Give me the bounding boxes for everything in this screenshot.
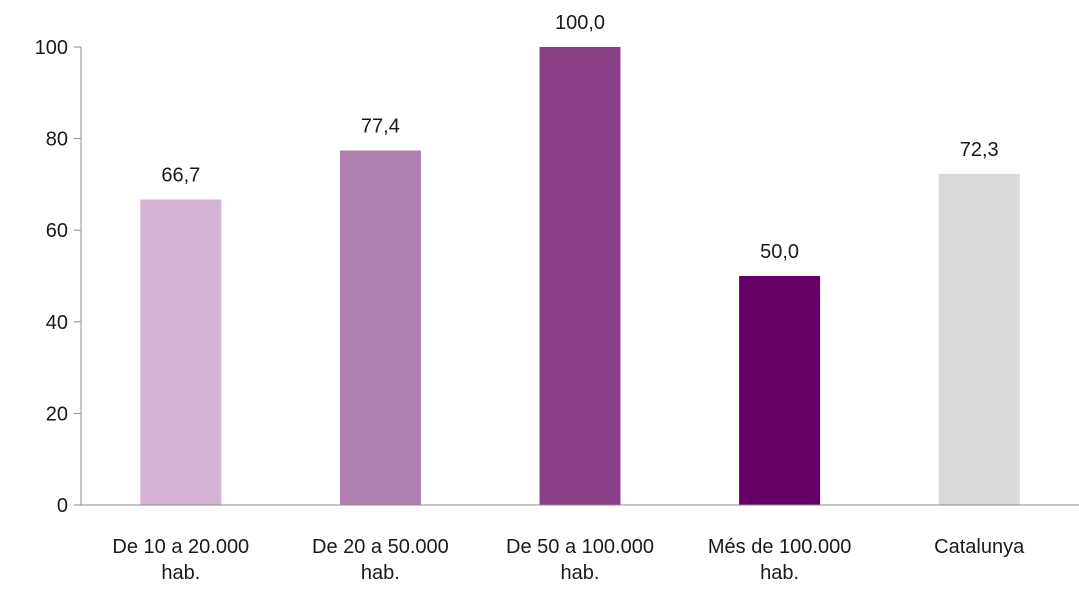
x-tick-label-line: Catalunya: [934, 536, 1025, 558]
x-axis: De 10 a 20.000 hab.De 20 a 50.000 hab.De 5…: [81, 504, 1079, 584]
data-label: 72,3: [960, 139, 999, 161]
bar: [539, 47, 621, 505]
y-axis: 0 20 40 60 80 100: [35, 37, 82, 517]
x-tick-label: Catalunya: [934, 536, 1025, 558]
y-tick-label: 80: [46, 129, 68, 151]
bar: [739, 276, 821, 505]
bar: [339, 150, 421, 505]
data-label: 100,0: [555, 12, 605, 34]
value-labels: 66,7 77,4 100,0 50,0 72,3: [161, 12, 998, 263]
bars: [140, 47, 1020, 505]
bar: [140, 199, 222, 505]
data-label: 66,7: [161, 165, 200, 187]
x-tick-label-line: hab.: [561, 562, 600, 584]
data-label: 77,4: [361, 116, 400, 138]
bar: [938, 173, 1020, 505]
x-tick-label-line: De 20 a 50.000: [312, 536, 449, 558]
x-tick-label-line: hab.: [361, 562, 400, 584]
x-tick-label-line: De 10 a 20.000: [112, 536, 249, 558]
x-tick-label: De 20 a 50.000 hab.: [312, 536, 449, 584]
x-tick-label: De 10 a 20.000 hab.: [112, 536, 249, 584]
data-label: 50,0: [760, 241, 799, 263]
x-tick-label: Més de 100.000 hab.: [708, 536, 851, 584]
y-tick-label: 40: [46, 312, 68, 334]
x-tick-label-line: hab.: [760, 562, 799, 584]
y-tick-label: 100: [35, 37, 68, 59]
y-tick-label: 60: [46, 220, 68, 242]
x-tick-label-line: Més de 100.000: [708, 536, 851, 558]
x-tick-label: De 50 a 100.000 hab.: [506, 536, 654, 584]
y-tick-label: 0: [57, 495, 68, 517]
y-tick-label: 20: [46, 403, 68, 425]
x-tick-label-line: De 50 a 100.000: [506, 536, 654, 558]
x-tick-label-line: hab.: [161, 562, 200, 584]
